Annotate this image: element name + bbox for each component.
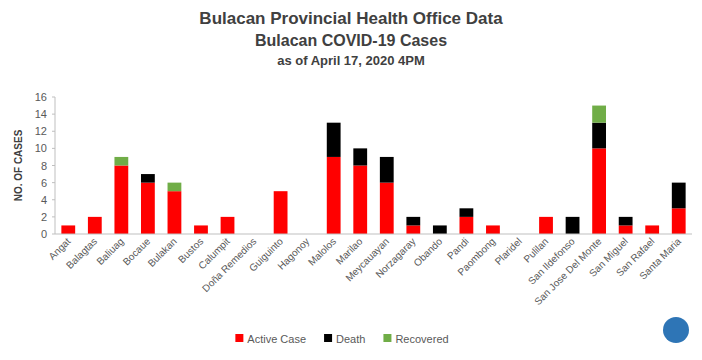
- bar-segment: [380, 157, 394, 183]
- y-tick-label: 16: [35, 91, 47, 103]
- logo: [663, 317, 689, 343]
- bar-segment: [645, 225, 659, 234]
- legend-label: Recovered: [395, 333, 448, 345]
- bar-segment: [645, 225, 659, 226]
- bar-segment: [327, 122, 341, 123]
- bar-segment: [194, 225, 208, 226]
- bar-segment: [486, 225, 500, 226]
- chart-container: Bulacan Provincial Health Office Data Bul…: [0, 0, 702, 360]
- bar-segment: [168, 183, 182, 192]
- bar-segment: [459, 208, 473, 209]
- bar-segment: [114, 166, 128, 235]
- y-tick-label: 14: [35, 108, 47, 120]
- bar-segment: [61, 225, 75, 234]
- bar-segment: [274, 191, 288, 234]
- bar-segment: [592, 106, 606, 123]
- y-tick-label: 8: [41, 160, 47, 172]
- bar-segment: [592, 148, 606, 234]
- x-tick-label: Plaridel: [493, 236, 524, 267]
- bar-segment: [672, 208, 686, 234]
- bar-segment: [88, 217, 102, 234]
- y-tick-label: 2: [41, 211, 47, 223]
- x-tick-label: Malolos: [306, 236, 338, 268]
- bar-segment: [141, 174, 155, 183]
- y-axis-label: NO. OF CASES: [13, 129, 24, 201]
- x-axis: [55, 234, 692, 235]
- bar-segment: [114, 157, 128, 166]
- bar-segment: [619, 216, 633, 217]
- bar-segment: [672, 183, 686, 209]
- y-tick-label: 10: [35, 142, 47, 154]
- x-tick-label: Paombong: [455, 236, 497, 278]
- bar-segment: [88, 216, 102, 217]
- bar-segment: [353, 148, 367, 165]
- bar-segment: [327, 123, 341, 157]
- bar-segment: [61, 225, 75, 226]
- bar-segment: [619, 225, 633, 234]
- legend-swatch: [383, 334, 391, 342]
- x-tick-label: Balagtas: [64, 236, 99, 271]
- bar-segment: [194, 225, 208, 234]
- bar-segment: [566, 216, 580, 217]
- bar-segment: [168, 191, 182, 234]
- legend: Active Case Death Recovered: [235, 333, 448, 345]
- bar-segment: [459, 208, 473, 217]
- bar-segment: [459, 217, 473, 234]
- bar-segment: [274, 191, 288, 192]
- bar-segment: [406, 216, 420, 217]
- bar-segment: [141, 183, 155, 234]
- bar-segment: [539, 216, 553, 217]
- bar-segment: [433, 225, 447, 226]
- bar-segment: [194, 225, 208, 226]
- bar-segment: [327, 157, 341, 234]
- y-axis: [55, 97, 56, 234]
- y-tick-label: 4: [41, 194, 47, 206]
- bar-segment: [380, 183, 394, 234]
- bar-segment: [486, 225, 500, 226]
- x-tick-label: Baliuag: [94, 236, 125, 267]
- legend-label: Active Case: [247, 333, 306, 345]
- bar-segment: [221, 216, 235, 217]
- chart-svg: Bulacan Provincial Health Office Data Bul…: [0, 0, 702, 360]
- bar-segment: [645, 225, 659, 226]
- x-tick-label: Bulakan: [146, 236, 179, 269]
- legend-label: Death: [336, 333, 365, 345]
- bar-segment: [353, 148, 367, 149]
- bar-segment: [61, 225, 75, 226]
- bar-segment: [353, 166, 367, 235]
- y-tick-label: 0: [41, 228, 47, 240]
- bar-segment: [406, 225, 420, 234]
- legend-swatch: [324, 334, 332, 342]
- x-tick-label: Santa Maria: [637, 235, 683, 281]
- bar-segment: [141, 174, 155, 175]
- y-tick-label: 12: [35, 125, 47, 137]
- bar-segment: [592, 123, 606, 149]
- legend-swatch: [235, 334, 243, 342]
- bar-segment: [88, 216, 102, 217]
- bar-segment: [221, 216, 235, 217]
- bar-segment: [486, 225, 500, 234]
- bar-segment: [274, 191, 288, 192]
- bar-segment: [221, 217, 235, 234]
- bar-segment: [380, 156, 394, 157]
- x-tick-label: Norzagaray: [373, 236, 417, 280]
- bars: [61, 106, 685, 234]
- x-tick-label: Hagonoy: [275, 236, 311, 272]
- bar-segment: [433, 225, 447, 234]
- bar-segment: [672, 182, 686, 183]
- bar-segment: [539, 217, 553, 234]
- title: Bulacan Provincial Health Office Data: [199, 9, 503, 28]
- subtitle: Bulacan COVID-19 Cases: [255, 32, 447, 49]
- x-tick-label: Obando: [411, 235, 444, 268]
- bar-segment: [619, 217, 633, 226]
- bar-segment: [566, 217, 580, 234]
- bar-segment: [539, 216, 553, 217]
- y-tick-label: 6: [41, 177, 47, 189]
- bar-segment: [406, 217, 420, 226]
- subtitle: as of April 17, 2020 4PM: [277, 53, 425, 68]
